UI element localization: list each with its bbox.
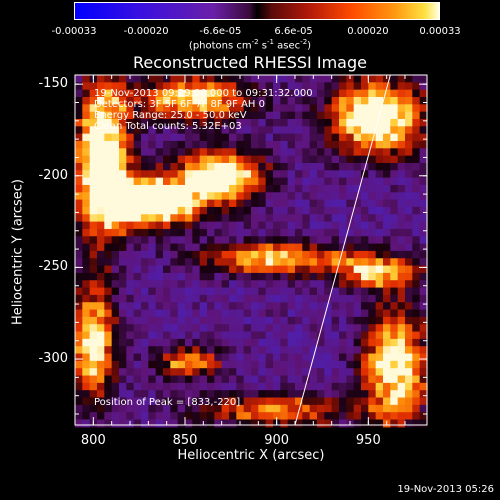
colorbar-tick-label: -0.00020	[123, 26, 169, 37]
annotation-detectors: Detectors: 3F 5F 6F 7F 8F 9F AH 0	[94, 99, 265, 110]
x-tick-label: 800	[80, 433, 106, 448]
y-axis-label: Heliocentric Y (arcsec)	[10, 179, 26, 325]
y-tick-label: -250	[38, 259, 68, 275]
colorbar-tick-label: -6.6e-05	[199, 26, 242, 37]
solar-limb-line	[294, 74, 391, 426]
annotation-energy: Energy Range: 25.0 - 50.0 keV	[94, 110, 247, 121]
y-tick-label: -200	[38, 167, 68, 183]
colorbar-tick-label: 0.00033	[419, 26, 461, 37]
chart-title: Reconstructed RHESSI Image	[133, 53, 367, 72]
colorbar-tick-label: 0.00020	[347, 26, 389, 37]
annotation-clean: Clean Total counts: 5.32E+03	[94, 121, 242, 132]
colorbar-tick-label: -0.00033	[51, 26, 97, 37]
colorbar	[74, 2, 440, 20]
x-tick-label: 950	[355, 433, 381, 448]
annotation-peak: Position of Peak = [833,-220]	[94, 397, 241, 408]
timestamp: 19-Nov-2013 05:26	[397, 484, 494, 495]
y-tick-label: -150	[38, 76, 68, 92]
plot-frame	[74, 74, 428, 426]
annotation-time: 19-Nov-2013 09:29:00.000 to 09:31:32.000	[94, 88, 313, 99]
y-tick-label: -300	[38, 351, 68, 367]
x-axis-label: Heliocentric X (arcsec)	[177, 448, 325, 463]
colorbar-unit: (photons cm-2 s-1 asec-2)	[188, 38, 312, 52]
heatmap-cells	[75, 75, 428, 428]
colorbar-tick-label: 6.6e-05	[274, 26, 313, 37]
x-tick-label: 900	[264, 433, 290, 448]
x-tick-label: 850	[172, 433, 198, 448]
